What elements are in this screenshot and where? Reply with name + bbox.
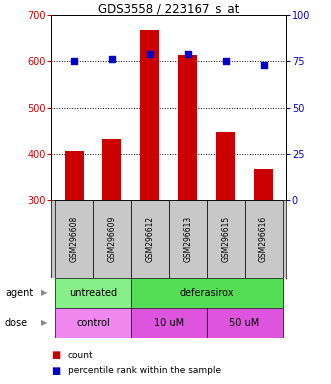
Bar	[131, 278, 283, 308]
Point	[71, 58, 77, 65]
Bar	[65, 151, 83, 200]
Bar	[178, 55, 197, 200]
Text: ■: ■	[51, 366, 61, 376]
Text: percentile rank within the sample: percentile rank within the sample	[68, 366, 221, 375]
Point	[261, 62, 266, 68]
Bar	[216, 132, 235, 200]
Bar	[103, 139, 121, 200]
Text: GSM296608: GSM296608	[70, 216, 78, 262]
Text: GSM296615: GSM296615	[221, 216, 230, 262]
Title: GDS3558 / 223167_s_at: GDS3558 / 223167_s_at	[98, 2, 240, 15]
Bar	[131, 308, 207, 338]
Bar	[140, 30, 159, 200]
Bar	[55, 278, 131, 308]
Bar	[55, 200, 93, 278]
Text: ▶: ▶	[41, 318, 48, 328]
Text: untreated: untreated	[69, 288, 117, 298]
Point	[147, 51, 153, 57]
Bar	[131, 200, 169, 278]
Text: GSM296609: GSM296609	[108, 216, 117, 262]
Bar	[93, 200, 131, 278]
Text: GSM296613: GSM296613	[183, 216, 192, 262]
Text: control: control	[76, 318, 110, 328]
Text: deferasirox: deferasirox	[179, 288, 234, 298]
Bar	[245, 200, 283, 278]
Text: 50 uM: 50 uM	[229, 318, 260, 328]
Text: ■: ■	[51, 350, 61, 360]
Text: GSM296616: GSM296616	[259, 216, 268, 262]
Text: count: count	[68, 351, 93, 360]
Bar	[207, 200, 245, 278]
Bar	[207, 308, 283, 338]
Text: 10 uM: 10 uM	[154, 318, 184, 328]
Point	[185, 51, 190, 57]
Text: agent: agent	[5, 288, 33, 298]
Point	[223, 58, 228, 65]
Bar	[55, 308, 131, 338]
Point	[109, 56, 115, 63]
Text: ▶: ▶	[41, 288, 48, 298]
Bar	[254, 169, 273, 200]
Text: GSM296612: GSM296612	[145, 216, 154, 262]
Bar	[169, 200, 207, 278]
Text: dose: dose	[5, 318, 28, 328]
